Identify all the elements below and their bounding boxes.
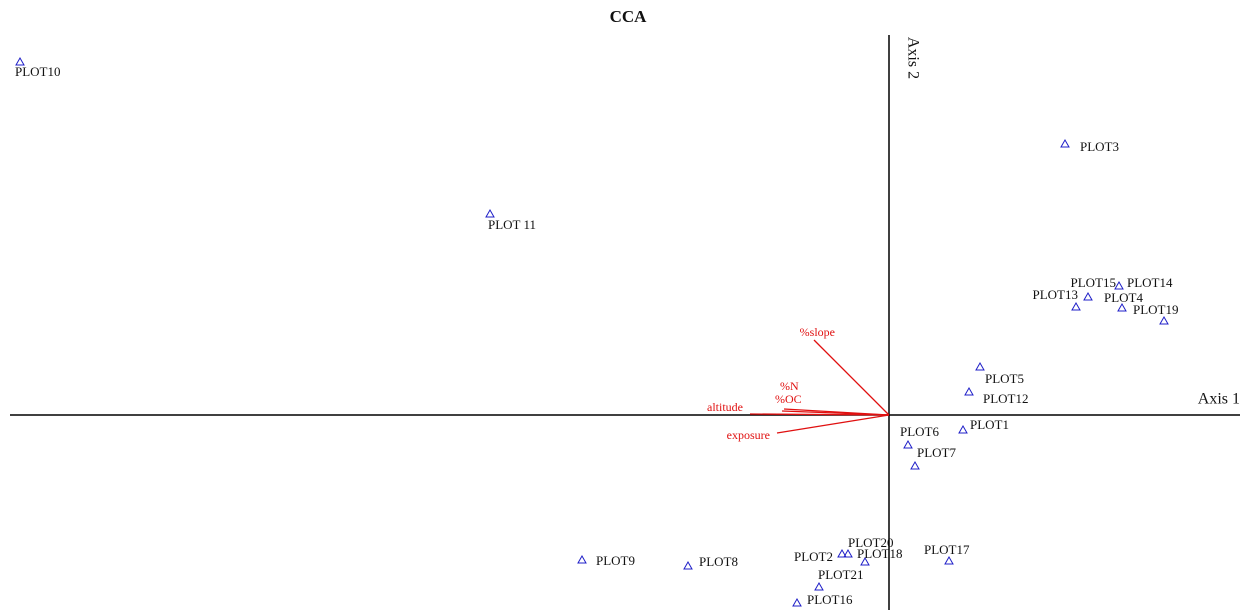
site-label: PLOT12 xyxy=(983,391,1029,406)
env-arrow xyxy=(813,339,890,416)
arrow-label: %slope xyxy=(800,325,835,339)
site-point xyxy=(1117,302,1127,312)
site-point xyxy=(903,439,913,449)
site-label: PLOT7 xyxy=(917,445,957,460)
arrow-label: exposure xyxy=(727,428,770,442)
site-label: PLOT13 xyxy=(1033,287,1079,302)
site-label: PLOT10 xyxy=(15,64,61,79)
site-point xyxy=(964,386,974,396)
site-point xyxy=(814,581,824,591)
site-point xyxy=(1060,138,1070,148)
site-label: PLOT4 xyxy=(1104,290,1144,305)
site-label: PLOT17 xyxy=(924,542,970,557)
site-point xyxy=(843,548,853,558)
site-label: PLOT 11 xyxy=(488,217,536,232)
arrow-label: altitude xyxy=(707,400,743,414)
site-label: PLOT5 xyxy=(985,371,1024,386)
site-label: PLOT15 xyxy=(1071,275,1117,290)
env-arrow xyxy=(776,414,890,434)
site-point xyxy=(1159,315,1169,325)
site-label: PLOT20 xyxy=(848,535,894,550)
env-arrow xyxy=(749,413,890,416)
site-point xyxy=(944,555,954,565)
site-label: PLOT3 xyxy=(1080,139,1119,154)
site-label: PLOT19 xyxy=(1133,302,1179,317)
site-point xyxy=(577,554,587,564)
site-label: PLOT16 xyxy=(807,592,853,607)
site-label: PLOT8 xyxy=(699,554,738,569)
site-point xyxy=(792,597,802,607)
site-point xyxy=(837,548,847,558)
site-point xyxy=(683,560,693,570)
site-point xyxy=(910,460,920,470)
site-label: PLOT9 xyxy=(596,553,635,568)
site-label: PLOT21 xyxy=(818,567,864,582)
site-point xyxy=(1071,301,1081,311)
site-point xyxy=(1114,280,1124,290)
site-point xyxy=(15,56,25,66)
site-point xyxy=(485,208,495,218)
site-point xyxy=(958,424,968,434)
site-label: PLOT6 xyxy=(900,424,940,439)
arrow-label: %N xyxy=(780,379,799,393)
site-point xyxy=(975,361,985,371)
site-label: PLOT18 xyxy=(857,546,903,561)
y-axis-label: Axis 2 xyxy=(904,37,921,79)
site-label: PLOT2 xyxy=(794,549,833,564)
site-point xyxy=(1083,291,1093,301)
site-point xyxy=(860,556,870,566)
chart-title: CCA xyxy=(610,7,648,26)
arrow-label: %OC xyxy=(775,392,802,406)
site-label: PLOT14 xyxy=(1127,275,1173,290)
x-axis-label: Axis 1 xyxy=(1198,391,1240,408)
site-label: PLOT1 xyxy=(970,417,1009,432)
